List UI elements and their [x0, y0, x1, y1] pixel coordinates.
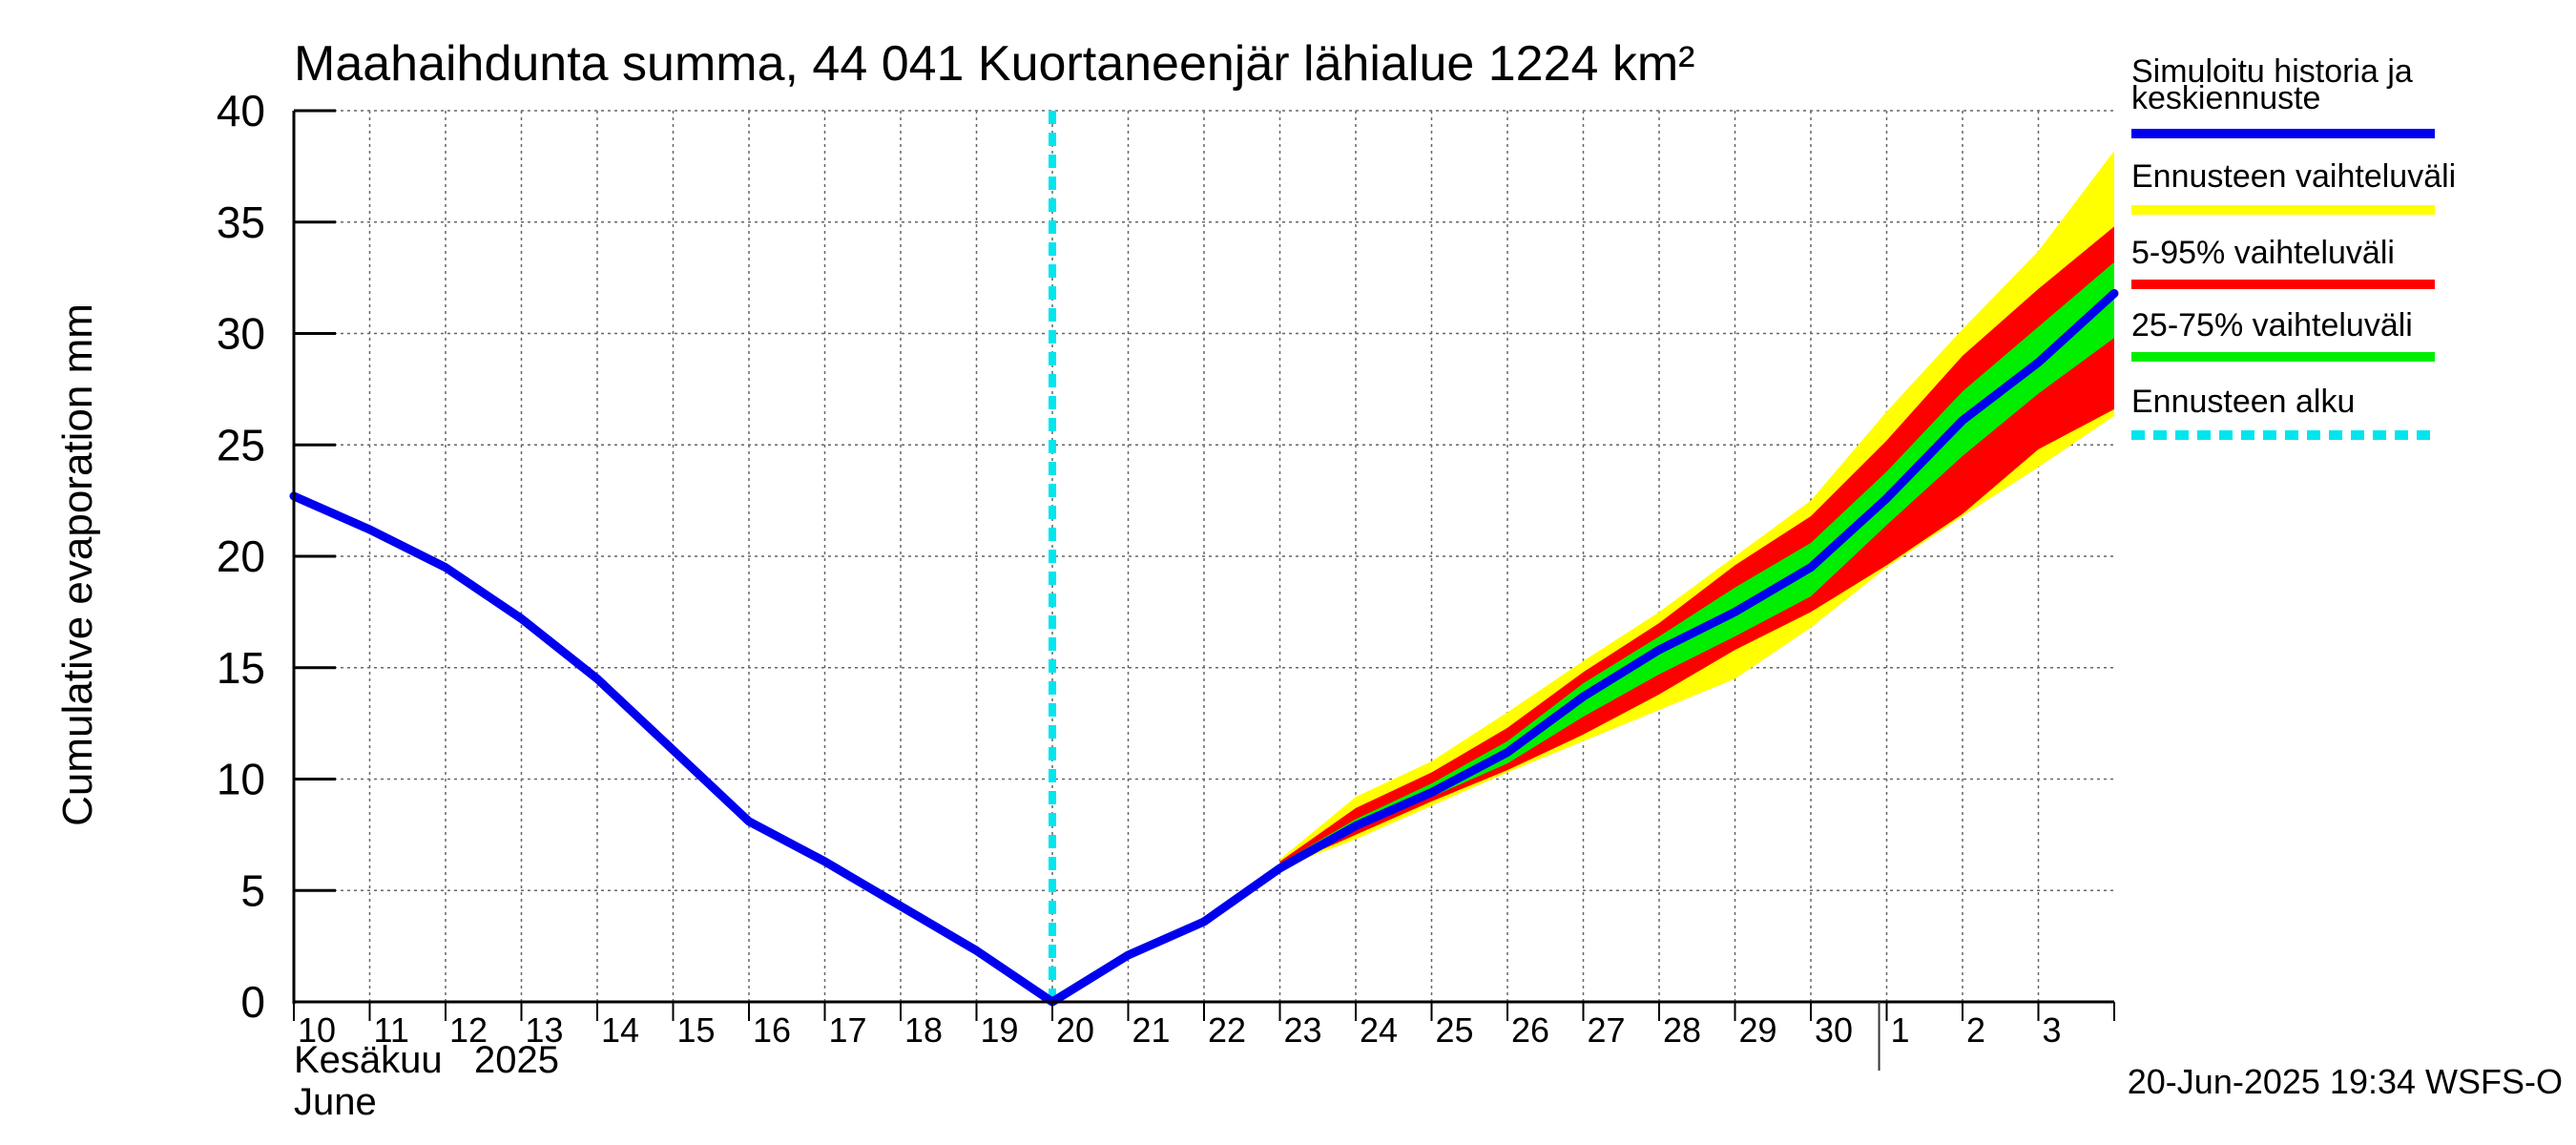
y-axis-label: Cumulative evaporation mm — [54, 303, 101, 826]
y-tick-label: 10 — [217, 755, 265, 804]
x-tick-label: 15 — [677, 1010, 716, 1050]
x-tick-label: 25 — [1436, 1010, 1474, 1050]
x-axis-month-label: Kesäkuu 2025 — [294, 1039, 559, 1081]
x-tick-label: 26 — [1511, 1010, 1549, 1050]
y-tick-label: 35 — [217, 198, 265, 247]
x-tick-label: 12 — [449, 1010, 488, 1050]
y-tick-label: 30 — [217, 309, 265, 359]
x-tick-label: 24 — [1360, 1010, 1398, 1050]
y-tick-label: 25 — [217, 420, 265, 469]
timestamp: 20-Jun-2025 19:34 WSFS-O — [2128, 1062, 2563, 1101]
y-tick-label: 15 — [217, 643, 265, 693]
x-tick-label: 29 — [1739, 1010, 1777, 1050]
x-tick-label: 23 — [1284, 1010, 1322, 1050]
x-tick-label: 28 — [1663, 1010, 1701, 1050]
legend-label-p5_95: 5-95% vaihteluväli — [2131, 235, 2395, 271]
y-tick-label: 0 — [240, 977, 265, 1027]
chart-title: Maahaihdunta summa, 44 041 Kuortaneenjär… — [294, 36, 1695, 92]
x-tick-label: 16 — [753, 1010, 791, 1050]
legend-label-p25_75: 25-75% vaihteluväli — [2131, 307, 2413, 344]
y-tick-label: 20 — [217, 531, 265, 581]
x-tick-label: 13 — [526, 1010, 564, 1050]
x-tick-label: 21 — [1132, 1010, 1171, 1050]
x-tick-label: 22 — [1208, 1010, 1246, 1050]
legend-label-median: Simuloitu historia ja — [2131, 53, 2413, 90]
y-tick-labels: 0 5 10 15 20 25 30 35 40 — [217, 86, 265, 1027]
legend-label-median: keskiennuste — [2131, 80, 2320, 116]
x-tick-label: 19 — [981, 1010, 1019, 1050]
bands — [1279, 151, 2114, 868]
x-tick-label: 27 — [1588, 1010, 1626, 1050]
median-series — [289, 288, 2119, 1007]
x-tick-label: 17 — [829, 1010, 867, 1050]
x-axis-month-label-en: June — [294, 1081, 377, 1123]
x-tick-label: 11 — [374, 1010, 409, 1050]
x-tick-label: 2 — [1966, 1010, 1985, 1050]
x-tick-label: 10 — [298, 1010, 336, 1050]
band-full — [1279, 151, 2114, 868]
x-tick-label: 1 — [1891, 1010, 1910, 1050]
x-tick-label: 30 — [1815, 1010, 1853, 1050]
y-tick-label: 40 — [217, 86, 265, 135]
x-tick-label: 20 — [1056, 1010, 1094, 1050]
legend-label-start: Ennusteen alku — [2131, 384, 2355, 420]
x-tick-label: 3 — [2043, 1010, 2062, 1050]
axes — [292, 109, 2115, 1071]
legend-label-full: Ennusteen vaihteluväli — [2131, 158, 2456, 195]
x-tick-label: 18 — [904, 1010, 943, 1050]
x-tick-label: 14 — [601, 1010, 639, 1050]
x-tick-labels: 10 11 12 13 14 15 16 17 18 19 20 21 22 23 24 25 26 27 28 29… — [298, 1010, 2062, 1050]
y-tick-label: 5 — [240, 865, 265, 915]
